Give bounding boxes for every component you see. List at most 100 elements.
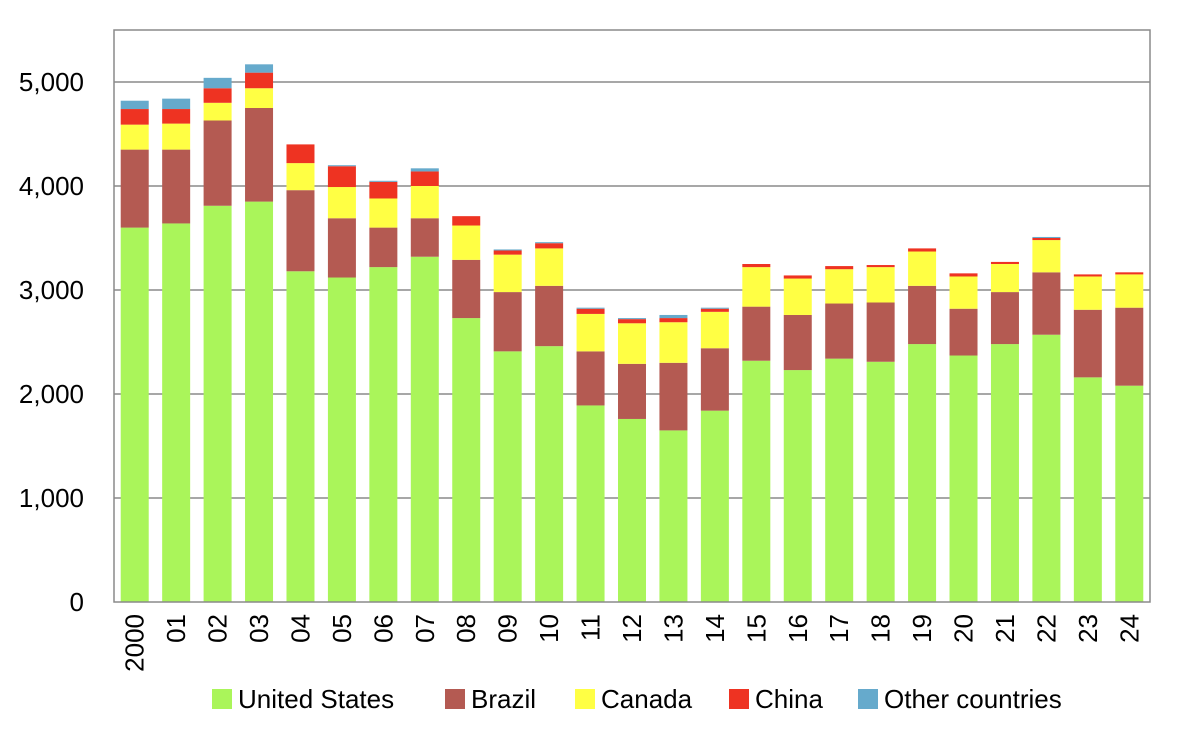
- bar-segment: [410, 168, 439, 172]
- bar-segment: [245, 88, 274, 108]
- bar-segment: [493, 254, 522, 293]
- x-tick-label: 12: [617, 614, 647, 643]
- x-tick-label: 15: [741, 614, 771, 643]
- bar-segment: [410, 218, 439, 257]
- bar-segment: [1032, 240, 1061, 273]
- bar-segment: [1073, 377, 1102, 602]
- bar-segment: [286, 271, 315, 602]
- plot-border: [113, 29, 1151, 603]
- bar-segment: [866, 302, 895, 362]
- bar-segment: [452, 318, 481, 602]
- legend-label: Brazil: [471, 684, 536, 714]
- bar-segment: [700, 410, 729, 602]
- bar-segment: [659, 322, 688, 363]
- y-tick-label: 0: [70, 587, 84, 617]
- x-tick-label: 13: [658, 614, 688, 643]
- bar-segment: [1073, 276, 1102, 310]
- bar-segment: [162, 98, 191, 110]
- x-tick-label: 20: [949, 614, 979, 643]
- x-tick-label: 18: [866, 614, 896, 643]
- bar-segment: [369, 181, 398, 199]
- legend-label: Canada: [601, 684, 693, 714]
- legend-swatch: [858, 689, 878, 709]
- x-tick-label: 04: [285, 614, 315, 643]
- bar-segment: [452, 225, 481, 260]
- x-tick-label: 2000: [120, 614, 150, 672]
- bar-segment: [327, 166, 356, 188]
- bar-segment: [162, 109, 191, 124]
- bar-segment: [369, 198, 398, 228]
- x-tick-label: 14: [700, 614, 730, 643]
- bar-segment: [452, 259, 481, 319]
- bar-segment: [908, 285, 937, 345]
- bar-segment: [493, 249, 522, 251]
- bar-segment: [203, 205, 232, 602]
- y-tick-label: 1,000: [19, 483, 84, 513]
- x-tick-label: 11: [576, 614, 606, 641]
- bar-segment: [618, 363, 646, 419]
- bar-segment: [245, 72, 274, 89]
- bar-segment: [1032, 334, 1061, 602]
- bar-segment: [659, 318, 688, 323]
- bar-segment: [1032, 272, 1061, 335]
- bar-segment: [493, 292, 522, 352]
- bar-segment: [162, 123, 191, 150]
- bar-segment: [369, 267, 398, 602]
- bar-segment: [286, 144, 315, 164]
- bar-segment: [203, 120, 232, 206]
- bar-segment: [700, 307, 729, 309]
- bar-segment: [908, 251, 937, 286]
- bar-segment: [783, 275, 812, 279]
- bar-segment: [1032, 238, 1061, 241]
- bar-segment: [783, 278, 812, 315]
- bar-segment: [327, 218, 356, 278]
- bar-segment: [120, 100, 149, 110]
- bar-segment: [535, 243, 564, 249]
- bar-segment: [742, 306, 771, 361]
- bar-segment: [120, 149, 149, 228]
- bar-segment: [162, 223, 191, 602]
- bar-segment: [245, 201, 274, 602]
- bar-segment: [990, 292, 1019, 345]
- bar-segment: [659, 430, 688, 602]
- bar-segment: [410, 171, 439, 186]
- bar-segment: [742, 360, 771, 602]
- bar-segment: [576, 307, 605, 309]
- bar-segment: [825, 358, 854, 602]
- bar-segment: [493, 351, 522, 602]
- x-tick-label: 17: [824, 614, 854, 643]
- bar-segment: [369, 227, 398, 268]
- bar-segment: [535, 248, 564, 286]
- bar-segment: [618, 318, 646, 320]
- x-tick-label: 22: [1031, 614, 1061, 643]
- bar-segment: [120, 109, 149, 125]
- bar-segment: [866, 265, 895, 268]
- bar-segment: [245, 64, 274, 73]
- x-tick-label: 23: [1073, 614, 1103, 643]
- bar-segment: [949, 308, 978, 356]
- x-tick-label: 05: [327, 614, 357, 643]
- bar-segment: [286, 163, 315, 191]
- x-tick-label: 21: [990, 614, 1020, 643]
- bar-segment: [825, 269, 854, 304]
- bar-segment: [410, 256, 439, 602]
- bar-segment: [1073, 309, 1102, 378]
- legend-label: Other countries: [884, 684, 1062, 714]
- bar-segment: [452, 216, 481, 226]
- x-tick-label: 19: [907, 614, 937, 643]
- bar-segment: [990, 261, 1019, 264]
- bar-segment: [700, 308, 729, 312]
- y-tick-label: 4,000: [19, 171, 84, 201]
- bar-segment: [203, 88, 232, 103]
- bar-segment: [783, 370, 812, 602]
- bar-segment: [700, 348, 729, 411]
- x-tick-label: 08: [451, 614, 481, 643]
- legend-label: China: [755, 684, 823, 714]
- bar-segment: [1115, 274, 1144, 308]
- bar-segment: [1032, 236, 1061, 238]
- x-tick-label: 07: [410, 614, 440, 643]
- bar-segment: [949, 355, 978, 602]
- bar-segment: [576, 351, 605, 406]
- bar-segment: [327, 165, 356, 167]
